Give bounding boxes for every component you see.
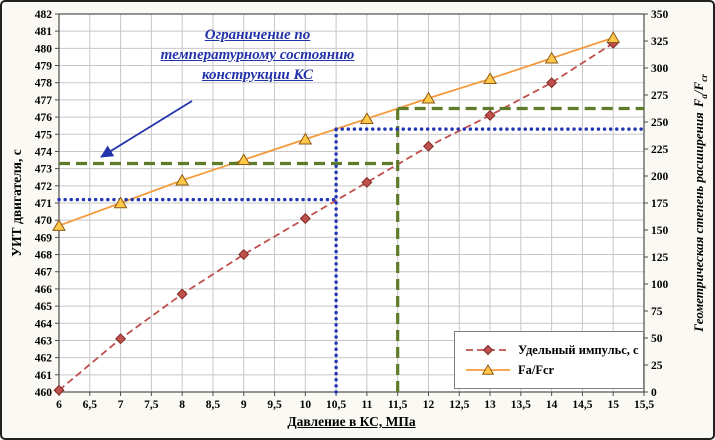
- legend-label-impulse: Удельный импульс, с: [518, 342, 639, 357]
- svg-text:250: 250: [651, 117, 669, 129]
- svg-text:12,5: 12,5: [449, 399, 469, 411]
- svg-text:125: 125: [651, 252, 669, 264]
- svg-text:350: 350: [651, 9, 669, 21]
- svg-text:478: 478: [35, 78, 53, 90]
- ratio-f1: F: [691, 98, 707, 108]
- svg-text:465: 465: [35, 301, 53, 313]
- svg-text:9: 9: [241, 399, 247, 411]
- svg-text:50: 50: [651, 333, 663, 345]
- svg-text:462: 462: [35, 353, 53, 365]
- ratio-sub1: a: [698, 94, 709, 99]
- svg-text:463: 463: [35, 335, 53, 347]
- svg-text:325: 325: [651, 36, 669, 48]
- svg-text:200: 200: [651, 171, 669, 183]
- y-axis-title-right-text: Геометрическая степень расширения: [691, 112, 707, 332]
- svg-text:12: 12: [423, 399, 435, 411]
- svg-text:464: 464: [35, 318, 53, 330]
- svg-text:0: 0: [651, 387, 657, 399]
- fa-fcr-ratio: Fa/Fcr: [691, 74, 709, 108]
- svg-text:300: 300: [651, 63, 669, 75]
- svg-text:13,5: 13,5: [511, 399, 531, 411]
- annotation-line-2: температурному состоянию: [160, 46, 355, 63]
- svg-text:10: 10: [300, 399, 312, 411]
- svg-text:475: 475: [35, 129, 53, 141]
- svg-text:469: 469: [35, 232, 53, 244]
- svg-text:470: 470: [35, 215, 53, 227]
- svg-text:11: 11: [361, 399, 372, 411]
- svg-text:477: 477: [35, 95, 53, 107]
- svg-text:25: 25: [651, 360, 663, 372]
- svg-text:8,5: 8,5: [206, 399, 221, 411]
- svg-text:75: 75: [651, 306, 663, 318]
- ratio-f2: /F: [691, 81, 707, 95]
- annotation-callout: Ограничение по температурному состоянию …: [120, 26, 395, 85]
- svg-text:10,5: 10,5: [326, 399, 346, 411]
- svg-text:13: 13: [484, 399, 496, 411]
- svg-text:460: 460: [35, 387, 53, 399]
- svg-text:9,5: 9,5: [267, 399, 282, 411]
- svg-text:7,5: 7,5: [144, 399, 159, 411]
- legend-item-fafcr: Fa/Fcr: [465, 363, 643, 378]
- svg-text:467: 467: [35, 267, 53, 279]
- svg-text:481: 481: [35, 26, 53, 38]
- svg-text:8: 8: [179, 399, 185, 411]
- svg-text:7: 7: [118, 399, 124, 411]
- x-axis-title: Давление в КС, МПа: [287, 414, 416, 429]
- svg-text:275: 275: [651, 90, 669, 102]
- svg-text:14,5: 14,5: [572, 399, 592, 411]
- svg-text:461: 461: [35, 370, 53, 382]
- svg-text:100: 100: [651, 279, 669, 291]
- svg-text:479: 479: [35, 61, 53, 73]
- svg-text:466: 466: [35, 284, 53, 296]
- y-axis-title-left: УИТ двигателя, с: [9, 149, 24, 257]
- y-axis-title-right: Геометрическая степень расширения Fa/Fcr: [691, 74, 709, 331]
- svg-text:150: 150: [651, 225, 669, 237]
- svg-text:471: 471: [35, 198, 53, 210]
- svg-text:14: 14: [546, 399, 558, 411]
- ratio-sub2: cr: [698, 74, 709, 82]
- svg-text:472: 472: [35, 181, 53, 193]
- svg-text:6: 6: [56, 399, 62, 411]
- svg-text:6,5: 6,5: [83, 399, 98, 411]
- svg-text:225: 225: [651, 144, 669, 156]
- annotation-line-3: конструкции КС: [202, 66, 313, 83]
- svg-text:15,5: 15,5: [634, 399, 654, 411]
- legend-marker-fafcr-icon: [465, 363, 511, 377]
- svg-text:11,5: 11,5: [388, 399, 408, 411]
- svg-text:175: 175: [651, 198, 669, 210]
- legend-item-impulse: Удельный импульс, с: [465, 343, 643, 358]
- legend-marker-impulse-icon: [465, 343, 511, 357]
- svg-text:15: 15: [607, 399, 619, 411]
- legend: Удельный импульс, с Fa/Fcr: [454, 331, 644, 389]
- svg-text:474: 474: [35, 146, 53, 158]
- svg-text:482: 482: [35, 9, 53, 21]
- svg-text:473: 473: [35, 164, 53, 176]
- legend-label-fafcr: Fa/Fcr: [518, 362, 555, 377]
- svg-text:468: 468: [35, 250, 53, 262]
- svg-text:476: 476: [35, 112, 53, 124]
- svg-text:480: 480: [35, 43, 53, 55]
- annotation-line-1: Ограничение по: [204, 27, 311, 43]
